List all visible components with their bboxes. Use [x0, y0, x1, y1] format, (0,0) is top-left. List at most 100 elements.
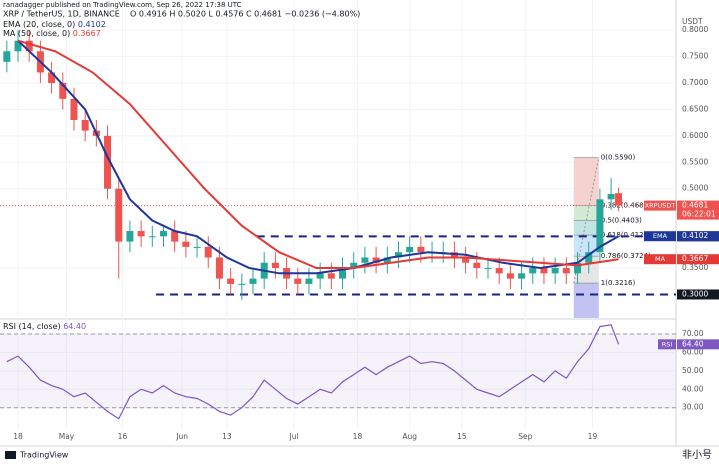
- candle-body: [48, 72, 56, 84]
- x-tick-label: 18: [13, 432, 23, 441]
- rsi-tick-label: 40.00: [682, 384, 704, 393]
- tag-name: EMA: [653, 232, 668, 240]
- fib-label: 0(0.5590): [601, 154, 636, 162]
- x-tick-label: 19: [588, 432, 598, 441]
- candle-body: [204, 246, 212, 258]
- candle-body: [148, 236, 156, 238]
- candle-body: [115, 188, 123, 242]
- x-tick-label: May: [59, 432, 75, 441]
- ema-legend-value: 0.4102: [78, 20, 106, 29]
- candle-body: [596, 199, 604, 253]
- fib-band: [573, 205, 599, 221]
- ma-legend-name: MA (50, close, 0): [3, 29, 70, 38]
- y-tick-label: 0.6500: [682, 104, 708, 113]
- level-tag-label: 0.3000: [682, 289, 708, 298]
- ohlc: O 0.4916 H 0.5020 L 0.4576 C 0.4681 −0.0…: [130, 10, 360, 19]
- candle-body: [249, 278, 257, 284]
- fib-label: 1(0.3216): [601, 279, 636, 287]
- candle-body: [316, 273, 324, 279]
- candle-body: [394, 252, 402, 258]
- rsi-tick-label: 60.00: [682, 347, 704, 356]
- y-tick-label: 0.7500: [682, 52, 708, 61]
- author: ranadagger published on TradingView.com,…: [3, 1, 242, 9]
- rsi-tag-box: [677, 339, 719, 350]
- y-tick-label: 0.6000: [682, 131, 708, 140]
- currency: USDT: [682, 17, 703, 26]
- x-tick-label: 13: [222, 432, 232, 441]
- fib-label: 0.786(0.3724): [601, 252, 651, 260]
- candle-body: [171, 231, 179, 242]
- tag-name: XRPUSDT: [645, 202, 676, 210]
- fib-band: [573, 157, 599, 206]
- candle-body: [25, 40, 33, 52]
- y-tick-label: 0.5000: [682, 184, 708, 193]
- fib-price: (0.3216): [605, 279, 635, 287]
- x-tick-label: Jun: [175, 432, 188, 441]
- fib-ratio: 0.786: [601, 252, 622, 260]
- candle-body: [484, 268, 492, 270]
- brand-logo: [5, 451, 16, 459]
- rsi-tag-value: 64.40: [682, 339, 704, 348]
- candle-body: [361, 257, 369, 263]
- rsi-tag-name-box: [658, 339, 676, 350]
- candle-body: [551, 268, 559, 274]
- rsi-tag-name: RSI: [662, 340, 673, 348]
- brand: TradingView: [19, 451, 69, 460]
- fib-ratio: 0: [601, 154, 605, 162]
- fib-band: [573, 283, 599, 318]
- tag-box: [677, 254, 719, 265]
- candle-body: [562, 268, 570, 274]
- candle-body: [518, 273, 526, 279]
- candle-body: [383, 257, 391, 263]
- ma-legend-value: 0.3667: [73, 29, 101, 38]
- candle-body: [540, 268, 548, 274]
- candle-body: [615, 193, 623, 206]
- fib-band: [573, 220, 599, 236]
- candle-body: [59, 83, 67, 99]
- candle-body: [126, 231, 134, 242]
- candle-body: [607, 194, 615, 200]
- plot: 0(0.5590)0.382(0.4683)0.5(0.4403)0.618(0…: [0, 0, 676, 428]
- candle-body: [529, 268, 537, 274]
- candle-body: [70, 98, 78, 121]
- candle-body: [104, 135, 112, 189]
- tag-name-box: [644, 200, 676, 211]
- candle-body: [271, 262, 279, 269]
- tag-value: 0.4681: [682, 201, 708, 210]
- candle-body: [81, 120, 89, 131]
- candle-body: [305, 278, 313, 284]
- fib-label: 0.382(0.4683): [601, 201, 651, 209]
- candle-body: [506, 273, 514, 279]
- candle-body: [406, 246, 414, 253]
- ema-line: [17, 39, 620, 275]
- y-tick-label: 0.3500: [682, 263, 708, 272]
- fib-price: (0.4123): [621, 231, 651, 239]
- tag-name: MA: [655, 255, 666, 263]
- y-tick-label: 0.8000: [682, 25, 708, 34]
- candle-body: [238, 283, 246, 285]
- x-tick-label: 18: [353, 432, 363, 441]
- candle-body: [14, 40, 22, 52]
- fib-ratio: 0.618: [601, 231, 621, 239]
- tag-extra: 06:22:01: [682, 210, 716, 219]
- candle-body: [350, 262, 358, 269]
- ema-legend-name: EMA (20, close, 0): [3, 20, 75, 29]
- tag-box: [677, 231, 719, 242]
- candle-body: [215, 257, 223, 279]
- x-tick-label: 16: [118, 432, 128, 441]
- candle-body: [574, 262, 582, 274]
- candle-body: [417, 246, 425, 253]
- rsi-legend-value: 64.40: [63, 322, 86, 331]
- fib-price: (0.3724): [621, 252, 651, 260]
- candle-body: [473, 262, 481, 269]
- candle-body: [462, 257, 470, 263]
- tag-value: 0.4102: [682, 231, 708, 240]
- candle-body: [495, 268, 503, 274]
- fib-ratio: 1: [601, 279, 605, 287]
- fib-price: (0.4403): [612, 216, 642, 224]
- candle-body: [193, 246, 201, 248]
- candle-body: [182, 241, 190, 247]
- x-tick-label: Sep: [518, 432, 532, 441]
- x-tick-label: Jul: [289, 432, 299, 441]
